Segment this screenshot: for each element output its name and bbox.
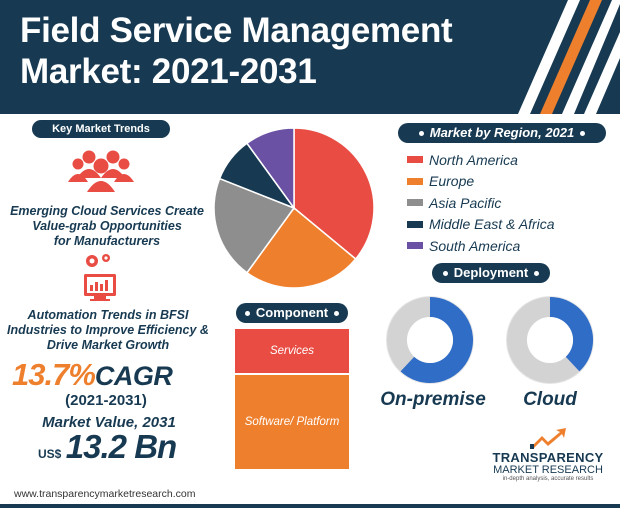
legend-swatch (407, 199, 423, 207)
people-group-icon (68, 150, 134, 192)
legend-swatch (407, 177, 423, 185)
pie-slice-europe (245, 206, 357, 289)
market-value-label: Market Value, 2031 (42, 414, 176, 431)
key-trends-label: Key Market Trends (32, 120, 170, 138)
legend-swatch (407, 220, 423, 228)
cagr-value: 13.7% (12, 357, 96, 392)
tmr-logo: TRANSPARENCY MARKET RESEARCH in-depth an… (488, 428, 608, 482)
page-title: Field Service Management Market: 2021-20… (20, 10, 453, 92)
pie-slice-asia-pacific (213, 177, 296, 274)
pie-slice-south-america (245, 127, 295, 211)
legend-swatch (407, 156, 423, 164)
logo-tagline: in-depth analysis, accurate results (502, 476, 594, 482)
cloud-share-arc (549, 297, 593, 372)
legend-item-europe: Europe (407, 171, 555, 193)
decorative-stripes (518, 0, 620, 114)
region-label: Market by Region, 2021 (398, 123, 606, 143)
legend-swatch (407, 242, 423, 250)
region-pie-chart (213, 127, 375, 289)
component-label: Component (236, 303, 348, 323)
header-banner: Field Service Management Market: 2021-20… (0, 0, 620, 114)
legend-item-asia-pacific: Asia Pacific (407, 192, 555, 214)
legend-item-south-america: South America (407, 235, 555, 257)
trend-automation-bfsi: Automation Trends in BFSI Industries to … (7, 308, 209, 352)
on-premise-donut (386, 296, 474, 384)
cagr-period: (2021-2031) (65, 392, 147, 409)
component-services: Services (235, 329, 349, 373)
region-legend: North America Europe Asia Pacific Middle… (407, 149, 555, 257)
logo-line-2: MARKET RESEARCH (493, 464, 603, 476)
market-value-amount: 13.2 Bn (65, 428, 177, 465)
logo-line-1: TRANSPARENCY (492, 450, 604, 465)
cagr-figure: 13.7%CAGR (12, 357, 212, 393)
deployment-label: Deployment (432, 263, 550, 283)
footer-url[interactable]: www.transparencymarketresearch.com (14, 488, 196, 500)
cloud-label: Cloud (523, 389, 577, 410)
logo-arrow-icon (530, 428, 566, 449)
automation-gears-icon (84, 254, 116, 301)
on-premise-label: On-premise (380, 389, 486, 410)
legend-item-north-america: North America (407, 149, 555, 171)
cloud-donut (506, 296, 594, 384)
on-premise-share-arc (400, 297, 473, 383)
pie-slice-north-america (293, 127, 375, 261)
footer-rule (0, 504, 620, 508)
market-value: US$ 13.2 Bn (38, 428, 177, 466)
currency-label: US$ (38, 447, 62, 461)
title-line-1: Field Service Management (20, 11, 453, 50)
trend-cloud-services: Emerging Cloud Services Create Value-gra… (10, 204, 204, 248)
component-software-platform: Software/ Platform (235, 375, 349, 469)
cagr-label: CAGR (94, 361, 173, 391)
title-line-2: Market: 2021-2031 (20, 52, 317, 91)
legend-item-middle-east-africa: Middle East & Africa (407, 214, 555, 236)
